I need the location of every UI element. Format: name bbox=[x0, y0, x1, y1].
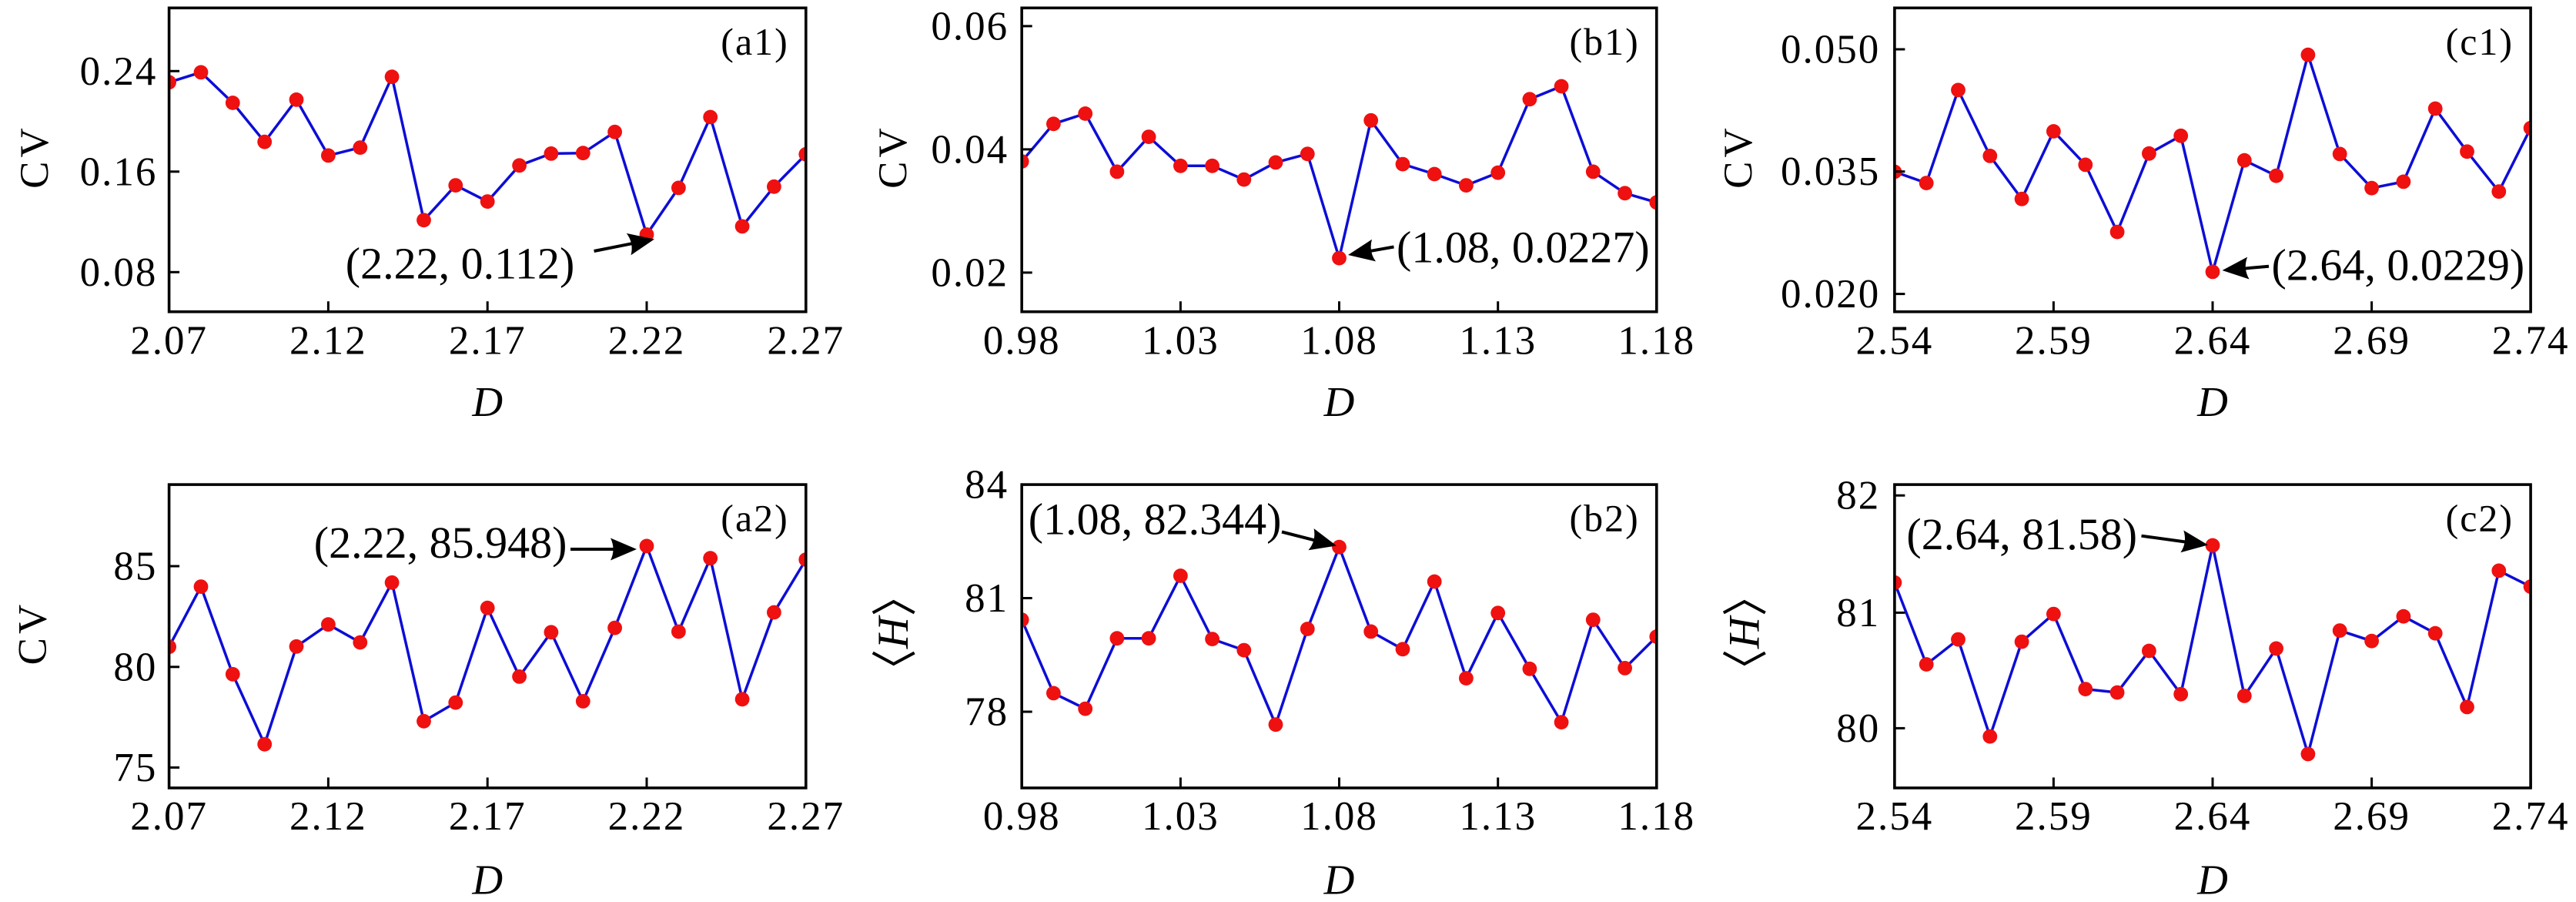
svg-text:2.12: 2.12 bbox=[289, 794, 367, 839]
svg-text:2.54: 2.54 bbox=[1856, 319, 1934, 364]
svg-text:D: D bbox=[471, 378, 503, 425]
svg-text:2.64: 2.64 bbox=[2174, 319, 2252, 364]
svg-text:2.54: 2.54 bbox=[1856, 794, 1934, 839]
svg-text:1.13: 1.13 bbox=[1459, 794, 1537, 839]
svg-text:(b1): (b1) bbox=[1569, 20, 1639, 63]
svg-text:D: D bbox=[1323, 378, 1355, 425]
svg-text:0.16: 0.16 bbox=[80, 149, 158, 194]
svg-text:1.03: 1.03 bbox=[1142, 794, 1219, 839]
svg-text:(c2): (c2) bbox=[2446, 497, 2514, 540]
svg-text:75: 75 bbox=[113, 746, 157, 790]
svg-text:CV: CV bbox=[1716, 124, 1761, 189]
svg-text:2.07: 2.07 bbox=[130, 794, 208, 839]
svg-text:2.22: 2.22 bbox=[608, 319, 686, 364]
svg-text:1.18: 1.18 bbox=[1618, 794, 1695, 839]
svg-text:0.02: 0.02 bbox=[931, 250, 1009, 295]
svg-text:2.27: 2.27 bbox=[767, 319, 845, 364]
svg-text:2.07: 2.07 bbox=[130, 319, 208, 364]
svg-text:(c1): (c1) bbox=[2446, 20, 2514, 63]
svg-text:1.08: 1.08 bbox=[1300, 319, 1378, 364]
svg-text:0.08: 0.08 bbox=[80, 250, 158, 295]
svg-text:(a2): (a2) bbox=[721, 497, 789, 540]
svg-text:(2.22, 85.948): (2.22, 85.948) bbox=[314, 518, 567, 568]
svg-text:(2.64, 0.0229): (2.64, 0.0229) bbox=[2272, 240, 2525, 290]
svg-text:0.06: 0.06 bbox=[931, 4, 1009, 49]
svg-text:78: 78 bbox=[965, 690, 1009, 735]
svg-text:(1.08, 82.344): (1.08, 82.344) bbox=[1029, 495, 1282, 545]
svg-text:0.24: 0.24 bbox=[80, 49, 158, 94]
svg-text:CV: CV bbox=[12, 124, 57, 189]
svg-text:2.22: 2.22 bbox=[608, 794, 686, 839]
svg-text:2.59: 2.59 bbox=[2015, 319, 2093, 364]
svg-text:1.03: 1.03 bbox=[1142, 319, 1219, 364]
svg-text:2.59: 2.59 bbox=[2015, 794, 2093, 839]
svg-text:85: 85 bbox=[113, 545, 157, 589]
svg-text:(a1): (a1) bbox=[721, 20, 789, 63]
svg-text:81: 81 bbox=[965, 576, 1009, 621]
svg-text:2.17: 2.17 bbox=[449, 319, 527, 364]
svg-text:1.13: 1.13 bbox=[1459, 319, 1537, 364]
svg-text:CV: CV bbox=[10, 601, 55, 666]
svg-text:(b2): (b2) bbox=[1569, 497, 1639, 540]
svg-text:(2.22, 0.112): (2.22, 0.112) bbox=[346, 239, 574, 289]
svg-text:80: 80 bbox=[1836, 706, 1880, 751]
svg-text:0.98: 0.98 bbox=[983, 319, 1061, 364]
svg-text:H: H bbox=[869, 615, 918, 649]
svg-text:2.74: 2.74 bbox=[2492, 319, 2570, 364]
svg-text:(2.64, 81.58): (2.64, 81.58) bbox=[1906, 509, 2137, 559]
svg-text:2.64: 2.64 bbox=[2174, 794, 2252, 839]
svg-text:84: 84 bbox=[965, 463, 1009, 508]
svg-text:82: 82 bbox=[1836, 474, 1880, 518]
svg-text:0.050: 0.050 bbox=[1781, 28, 1880, 72]
svg-text:D: D bbox=[471, 857, 503, 902]
svg-text:0.035: 0.035 bbox=[1781, 149, 1880, 194]
svg-text:0.98: 0.98 bbox=[983, 794, 1061, 839]
svg-text:2.69: 2.69 bbox=[2333, 794, 2410, 839]
svg-text:2.12: 2.12 bbox=[289, 319, 367, 364]
svg-text:D: D bbox=[2196, 857, 2228, 902]
svg-text:D: D bbox=[1323, 857, 1355, 902]
svg-text:CV: CV bbox=[871, 124, 915, 189]
svg-text:H: H bbox=[1720, 615, 1768, 649]
svg-text:80: 80 bbox=[113, 645, 157, 689]
svg-text:0.020: 0.020 bbox=[1781, 272, 1880, 317]
svg-text:2.69: 2.69 bbox=[2333, 319, 2410, 364]
svg-text:81: 81 bbox=[1836, 591, 1880, 635]
svg-text:2.17: 2.17 bbox=[449, 794, 527, 839]
svg-text:1.18: 1.18 bbox=[1618, 319, 1695, 364]
svg-text:D: D bbox=[2196, 378, 2228, 425]
svg-text:1.08: 1.08 bbox=[1300, 794, 1378, 839]
svg-text:2.74: 2.74 bbox=[2492, 794, 2570, 839]
svg-text:(1.08, 0.0227): (1.08, 0.0227) bbox=[1397, 223, 1650, 273]
svg-text:2.27: 2.27 bbox=[767, 794, 845, 839]
svg-text:0.04: 0.04 bbox=[931, 127, 1009, 172]
